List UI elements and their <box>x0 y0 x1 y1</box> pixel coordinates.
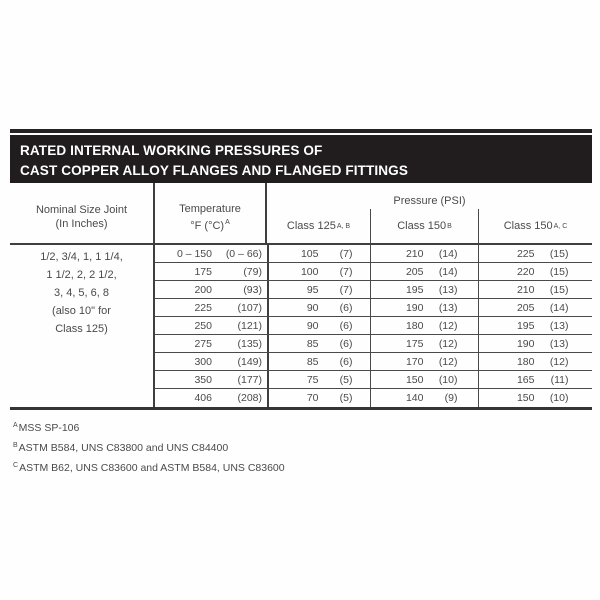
temperature-cell: 350 (177) <box>194 373 262 386</box>
table-row: 200 (93) 95 (7) 195 (13) 210 (15) <box>155 281 592 299</box>
footnote-a: AMSS SP-106 <box>13 422 80 434</box>
table-title-line1: RATED INTERNAL WORKING PRESSURES OF <box>20 142 323 158</box>
class150ac-cell: 220 (15) <box>478 263 592 280</box>
table-row: 0 – 150 (0 – 66) 105 (7) 210 (14) 225 (15) <box>155 245 592 263</box>
title-bar-top-strip <box>10 129 592 133</box>
class150ac-cell: 150 (10) <box>478 389 592 407</box>
class150b-cell: 170 (12) <box>370 353 478 370</box>
header-nominal-size: Nominal Size Joint (In Inches) <box>10 183 155 243</box>
size-line: 1/2, 3/4, 1, 1 1/4, <box>40 251 123 263</box>
table-row: 175 (79) 100 (7) 205 (14) 220 (15) <box>155 263 592 281</box>
pressure-rating-table: RATED INTERNAL WORKING PRESSURES OF CAST… <box>10 129 592 477</box>
temperature-cell: 225 (107) <box>194 301 262 314</box>
class150ac-cell: 195 (13) <box>478 317 592 334</box>
header-class-150b: Class 150 B <box>370 209 478 243</box>
header-nominal-size-line2: (In Inches) <box>55 218 108 230</box>
class150b-cell: 195 (13) <box>370 281 478 298</box>
footnote-b-marker: B <box>13 442 18 449</box>
class150ac-cell: 205 (14) <box>478 299 592 316</box>
table-row: 250 (121) 90 (6) 180 (12) 195 (13) <box>155 317 592 335</box>
header-pressure-group: Pressure (PSI) Class 125 A, B Class 150 B … <box>267 183 592 243</box>
size-line: 3, 4, 5, 6, 8 <box>53 287 110 299</box>
temperature-cell: 250 (121) <box>194 319 262 332</box>
table-body: 1/2, 3/4, 1, 1 1/4, 1 1/2, 2, 2 1/2, 3, … <box>10 245 592 410</box>
class150b-cell: 210 (14) <box>370 245 478 262</box>
class150ac-cell: 180 (12) <box>478 353 592 370</box>
temperature-cell: 300 (149) <box>194 355 262 368</box>
temperature-cell: 175 (79) <box>194 265 262 278</box>
class150b-cell: 150 (10) <box>370 371 478 388</box>
table-header-row: Nominal Size Joint (In Inches) Temperatu… <box>10 183 592 245</box>
footnote-a-marker: A <box>13 422 18 429</box>
table-row: 225 (107) 90 (6) 190 (13) 205 (14) <box>155 299 592 317</box>
table-row: 275 (135) 85 (6) 175 (12) 190 (13) <box>155 335 592 353</box>
class125-cell: 70 (5) <box>267 389 370 407</box>
class125-cell: 75 (5) <box>267 371 370 388</box>
class125-cell: 105 (7) <box>267 245 370 262</box>
temperature-cell: 200 (93) <box>194 283 262 296</box>
footnotes: AMSS SP-106 BASTM B584, UNS C83800 and U… <box>10 417 592 477</box>
temperature-cell: 0 – 150 (0 – 66) <box>176 247 262 260</box>
class150ac-footnote-ref: A, C <box>553 222 568 230</box>
class125-cell: 100 (7) <box>267 263 370 280</box>
class150b-cell: 205 (14) <box>370 263 478 280</box>
footnote-b: BASTM B584, UNS C83800 and UNS C84400 <box>13 442 229 454</box>
footnote-c: CASTM B62, UNS C83600 and ASTM B584, UNS… <box>13 462 285 474</box>
title-bar-gap <box>10 133 592 135</box>
table-row: 406 (208) 70 (5) 140 (9) 150 (10) <box>155 389 592 407</box>
temperature-cell: 275 (135) <box>194 337 262 350</box>
class150b-cell: 180 (12) <box>370 317 478 334</box>
class125-cell: 85 (6) <box>267 353 370 370</box>
table-title-line2: CAST COPPER ALLOY FLANGES AND FLANGED FI… <box>20 162 408 178</box>
class150ac-cell: 190 (13) <box>478 335 592 352</box>
class150b-footnote-ref: B <box>447 222 452 230</box>
class150ac-cell: 165 (11) <box>478 371 592 388</box>
size-line: Class 125) <box>55 323 108 335</box>
class125-cell: 90 (6) <box>267 317 370 334</box>
header-nominal-size-line1: Nominal Size Joint <box>35 204 128 216</box>
nominal-size-merged-cell: 1/2, 3/4, 1, 1 1/4, 1 1/2, 2, 2 1/2, 3, … <box>10 245 155 407</box>
header-temperature-line2: °F (°C)A <box>190 218 230 232</box>
header-class-125: Class 125 A, B <box>286 220 351 232</box>
class125-footnote-ref: A, B <box>336 222 351 230</box>
table-title-bar: RATED INTERNAL WORKING PRESSURES OF CAST… <box>10 135 592 183</box>
table-row: 350 (177) 75 (5) 150 (10) 165 (11) <box>155 371 592 389</box>
class125-cell: 90 (6) <box>267 299 370 316</box>
data-rows: 0 – 150 (0 – 66) 105 (7) 210 (14) 225 (15) 1… <box>155 245 592 407</box>
class150b-cell: 175 (12) <box>370 335 478 352</box>
header-temperature-line1: Temperature <box>179 202 241 215</box>
class150b-cell: 190 (13) <box>370 299 478 316</box>
header-pressure-psi: Pressure (PSI) <box>393 195 466 207</box>
class150b-cell: 140 (9) <box>370 389 478 407</box>
header-class-row: Class 125 A, B Class 150 B Class 150 A, C <box>267 209 592 243</box>
class150ac-cell: 210 (15) <box>478 281 592 298</box>
header-temperature: Temperature °F (°C)A <box>155 183 267 243</box>
size-line: 1 1/2, 2, 2 1/2, <box>46 269 117 281</box>
header-class-150ac: Class 150 A, C <box>478 209 592 243</box>
table-row: 300 (149) 85 (6) 170 (12) 180 (12) <box>155 353 592 371</box>
class125-cell: 85 (6) <box>267 335 370 352</box>
footnote-c-marker: C <box>13 462 19 469</box>
temp-footnote-ref: A <box>225 218 230 226</box>
size-line: (also 10" for <box>52 305 111 317</box>
class125-cell: 95 (7) <box>267 281 370 298</box>
class150ac-cell: 225 (15) <box>478 245 592 262</box>
temperature-cell: 406 (208) <box>194 392 262 404</box>
